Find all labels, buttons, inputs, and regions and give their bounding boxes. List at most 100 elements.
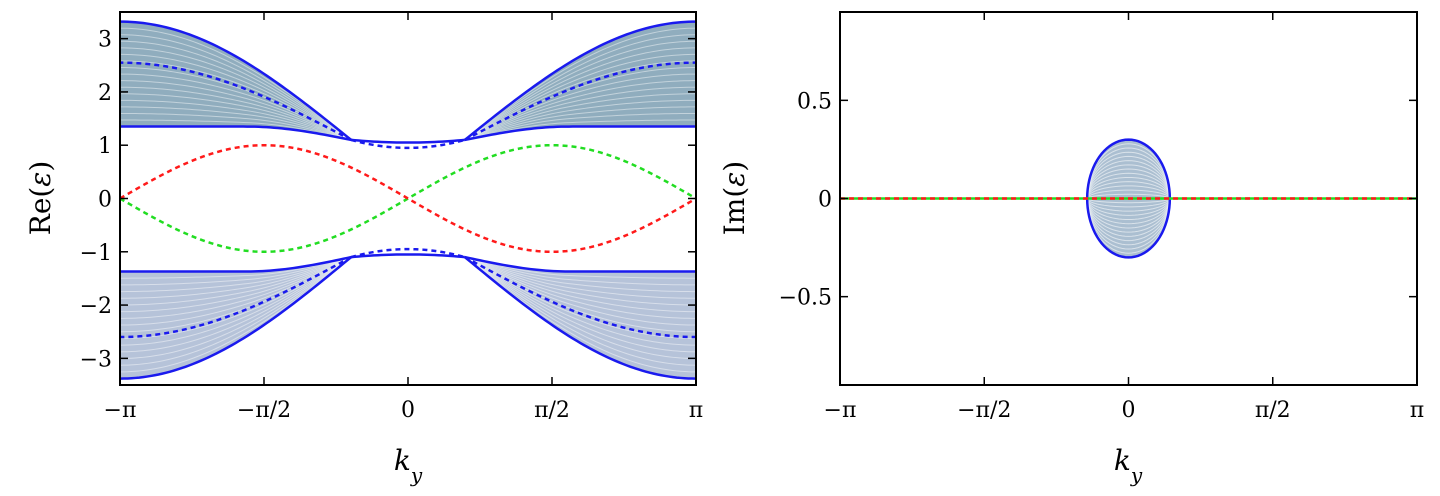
lower-left-band-bulk-line <box>120 256 352 353</box>
lower-right-band-bulk-line <box>464 256 696 313</box>
imaginary-lobe-bulk-line <box>1086 198 1171 229</box>
lower-right-band-bulk-line <box>464 256 696 366</box>
upper-left-band-inner-edge <box>120 125 352 142</box>
upper-left-band-bulk-line <box>120 112 352 141</box>
right-y-axis-label: Im(ε) <box>718 161 751 236</box>
left-x-tick-label: π <box>689 398 703 423</box>
imaginary-lobe-bulk-line <box>1086 198 1171 246</box>
imaginary-lobe-bulk-line <box>1086 198 1171 212</box>
blue-dashed-bulk-center <box>464 256 696 339</box>
imaginary-lobe-bulk-line <box>1086 198 1171 204</box>
left-x-tick-label: −π/2 <box>237 398 291 423</box>
left-chart-panel: −π −π/2 0 π/2 π −3 −2 −1 0 1 2 3 ky Re(ε) <box>24 11 703 487</box>
upper-right-band-bulk-line <box>464 40 696 141</box>
left-y-tick-label: 3 <box>98 28 112 53</box>
upper-right-band-bulk-line <box>464 67 696 141</box>
right-axis-ticks: −π −π/2 0 π/2 π −0.5 0 0.5 <box>779 12 1424 423</box>
upper-left-band-bulk-line <box>120 34 352 141</box>
left-y-tick-label: −3 <box>80 347 112 372</box>
imaginary-lobe-bulk-line <box>1086 164 1171 199</box>
lower-left-band-bulk-line <box>120 256 352 319</box>
imaginary-lobe-bulk-line <box>1086 198 1171 233</box>
lower-left-band-bulk-line <box>120 256 352 286</box>
right-plot-area <box>840 138 1417 259</box>
imaginary-lobe-bulk-line <box>1086 198 1171 225</box>
left-x-tick-label: 0 <box>401 398 415 423</box>
lower-left-band-bulk-line <box>120 256 352 360</box>
imaginary-lobe-bulk-line <box>1086 185 1171 199</box>
right-y-tick-label: −0.5 <box>779 286 832 311</box>
imaginary-lobe-bulk-line <box>1086 198 1171 208</box>
right-x-tick-label: π <box>1410 398 1424 423</box>
lower-right-band-bulk-line <box>464 256 696 326</box>
imaginary-lobe-bulk-line <box>1086 160 1171 199</box>
lower-right-band-bulk-line <box>464 256 696 286</box>
right-x-axis-label: ky <box>1114 444 1143 487</box>
imaginary-lobe-bulk-line <box>1086 147 1171 199</box>
imaginary-lobe-bulk-line <box>1086 181 1171 199</box>
upper-right-band-bulk-line <box>464 34 696 141</box>
imaginary-lobe-bulk-line <box>1086 176 1171 199</box>
upper-left-band-bulk-line <box>120 93 352 141</box>
right-chart-panel: −π −π/2 0 π/2 π −0.5 0 0.5 ky Im(ε) <box>718 11 1424 487</box>
lower-left-band-bulk-line <box>120 256 352 313</box>
left-y-tick-label: −1 <box>80 241 112 266</box>
imaginary-lobe-bulk-line <box>1086 198 1171 242</box>
lower-left-band-bulk-line <box>120 256 352 293</box>
imaginary-lobe-bulk-line <box>1086 151 1171 199</box>
upper-left-band-bulk-line <box>120 119 352 141</box>
imaginary-lobe-bulk-line <box>1086 198 1171 237</box>
upper-right-band-bulk-line <box>464 60 696 141</box>
blue-dashed-bulk-center <box>120 256 352 339</box>
upper-right-band-outer-edge <box>464 20 696 141</box>
upper-left-band-bulk-line <box>120 47 352 141</box>
right-y-tick-label: 0 <box>818 188 832 213</box>
lower-left-band-bulk-line <box>120 256 352 326</box>
right-x-tick-label: 0 <box>1122 398 1136 423</box>
lower-right-band-bulk-line <box>464 256 696 293</box>
upper-left-band-outer-edge <box>120 20 352 141</box>
upper-right-band-bulk-line <box>464 47 696 141</box>
left-axis-ticks: −π −π/2 0 π/2 π −3 −2 −1 0 1 2 3 <box>80 12 703 423</box>
lower-left-band-bulk-line <box>120 256 352 346</box>
upper-center-band-edge <box>351 138 465 144</box>
lower-left-band-bulk-line <box>120 256 352 306</box>
lower-right-band-bulk-line <box>464 256 696 339</box>
lower-right-band-bulk-line <box>464 256 696 319</box>
left-y-tick-label: 0 <box>98 188 112 213</box>
right-x-tick-label: −π <box>824 398 857 423</box>
upper-right-band-bulk-line <box>464 80 696 141</box>
upper-right-band-bulk-line <box>464 99 696 141</box>
red-edge-state-line <box>120 143 696 254</box>
lower-left-band-bulk-line <box>120 256 352 366</box>
upper-left-band-bulk-line <box>120 67 352 141</box>
imaginary-lobe-bulk-line <box>1086 198 1171 216</box>
lower-right-band-bulk-line <box>464 256 696 346</box>
left-y-tick-label: 1 <box>98 134 112 159</box>
left-x-tick-label: π/2 <box>534 398 570 423</box>
upper-right-band-inner-edge <box>464 125 696 142</box>
lower-center-dashed <box>350 247 466 259</box>
upper-left-band-bulk-line <box>120 40 352 141</box>
imaginary-lobe-bulk-line <box>1086 189 1171 199</box>
blue-dashed-bulk-center <box>120 61 352 141</box>
right-x-tick-label: π/2 <box>1255 398 1291 423</box>
upper-right-band-bulk-line <box>464 73 696 141</box>
upper-right-band-bulk-line <box>464 119 696 141</box>
imaginary-lobe-bulk-line <box>1086 155 1171 199</box>
upper-left-band-bulk-line <box>120 53 352 141</box>
lower-left-band-bulk-line <box>120 256 352 299</box>
left-y-axis-label: Re(ε) <box>24 161 57 236</box>
lower-right-band-inner-edge <box>464 255 696 273</box>
lower-right-band-bulk-line <box>464 256 696 360</box>
lower-right-band-outer-edge <box>464 256 696 380</box>
lower-center-band-edge <box>351 253 465 259</box>
upper-right-band-bulk-line <box>464 53 696 141</box>
upper-right-band-bulk-line <box>464 112 696 141</box>
imaginary-lobe-bulk-line <box>1086 198 1171 250</box>
imaginary-lobe-bulk-line <box>1086 193 1171 199</box>
lower-right-band-bulk-line <box>464 256 696 306</box>
upper-left-band-bulk-line <box>120 73 352 141</box>
imaginary-lobe-bulk-line <box>1086 172 1171 199</box>
